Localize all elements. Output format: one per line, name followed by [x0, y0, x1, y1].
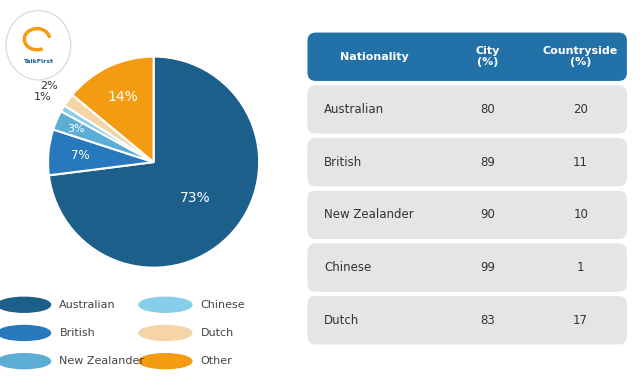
Text: 10: 10 — [573, 208, 588, 221]
FancyBboxPatch shape — [307, 85, 627, 134]
Text: 73%: 73% — [179, 192, 210, 205]
Text: 3%: 3% — [67, 124, 85, 133]
Text: City
(%): City (%) — [476, 46, 500, 67]
Text: 83: 83 — [481, 314, 495, 327]
Text: Countryside
(%): Countryside (%) — [543, 46, 618, 67]
Text: 1: 1 — [577, 261, 584, 274]
FancyBboxPatch shape — [307, 138, 627, 186]
Text: TalkFirst: TalkFirst — [24, 59, 53, 64]
Text: 20: 20 — [573, 103, 588, 116]
Circle shape — [0, 325, 51, 340]
Text: Australian: Australian — [324, 103, 384, 116]
Circle shape — [139, 354, 192, 369]
Wedge shape — [49, 57, 259, 268]
Text: 80: 80 — [481, 103, 495, 116]
Text: 7%: 7% — [71, 149, 90, 162]
Wedge shape — [65, 95, 154, 162]
Text: Dutch: Dutch — [201, 328, 234, 338]
Text: British: British — [324, 156, 362, 169]
FancyBboxPatch shape — [307, 32, 627, 81]
Text: 1%: 1% — [34, 92, 52, 101]
Text: New Zealander: New Zealander — [60, 356, 145, 366]
Text: New Zealander: New Zealander — [324, 208, 414, 221]
Text: 99: 99 — [481, 261, 495, 274]
Circle shape — [0, 354, 51, 369]
Text: British: British — [60, 328, 95, 338]
FancyBboxPatch shape — [307, 191, 627, 239]
FancyBboxPatch shape — [307, 243, 627, 292]
Circle shape — [0, 297, 51, 312]
Text: 2%: 2% — [40, 81, 58, 91]
Text: 14%: 14% — [108, 90, 138, 104]
Text: Other: Other — [201, 356, 232, 366]
Circle shape — [139, 297, 192, 312]
Text: 17: 17 — [573, 314, 588, 327]
Wedge shape — [72, 57, 154, 162]
FancyBboxPatch shape — [307, 296, 627, 345]
Text: Dutch: Dutch — [324, 314, 359, 327]
Text: Chinese: Chinese — [201, 300, 245, 310]
Text: 90: 90 — [481, 208, 495, 221]
Text: Chinese: Chinese — [324, 261, 371, 274]
Circle shape — [6, 11, 71, 80]
Wedge shape — [53, 111, 154, 162]
Text: Australian: Australian — [60, 300, 116, 310]
Wedge shape — [61, 106, 154, 162]
Text: 11: 11 — [573, 156, 588, 169]
Text: 89: 89 — [481, 156, 495, 169]
Text: Nationality: Nationality — [340, 52, 409, 62]
Circle shape — [139, 325, 192, 340]
Wedge shape — [48, 129, 154, 175]
